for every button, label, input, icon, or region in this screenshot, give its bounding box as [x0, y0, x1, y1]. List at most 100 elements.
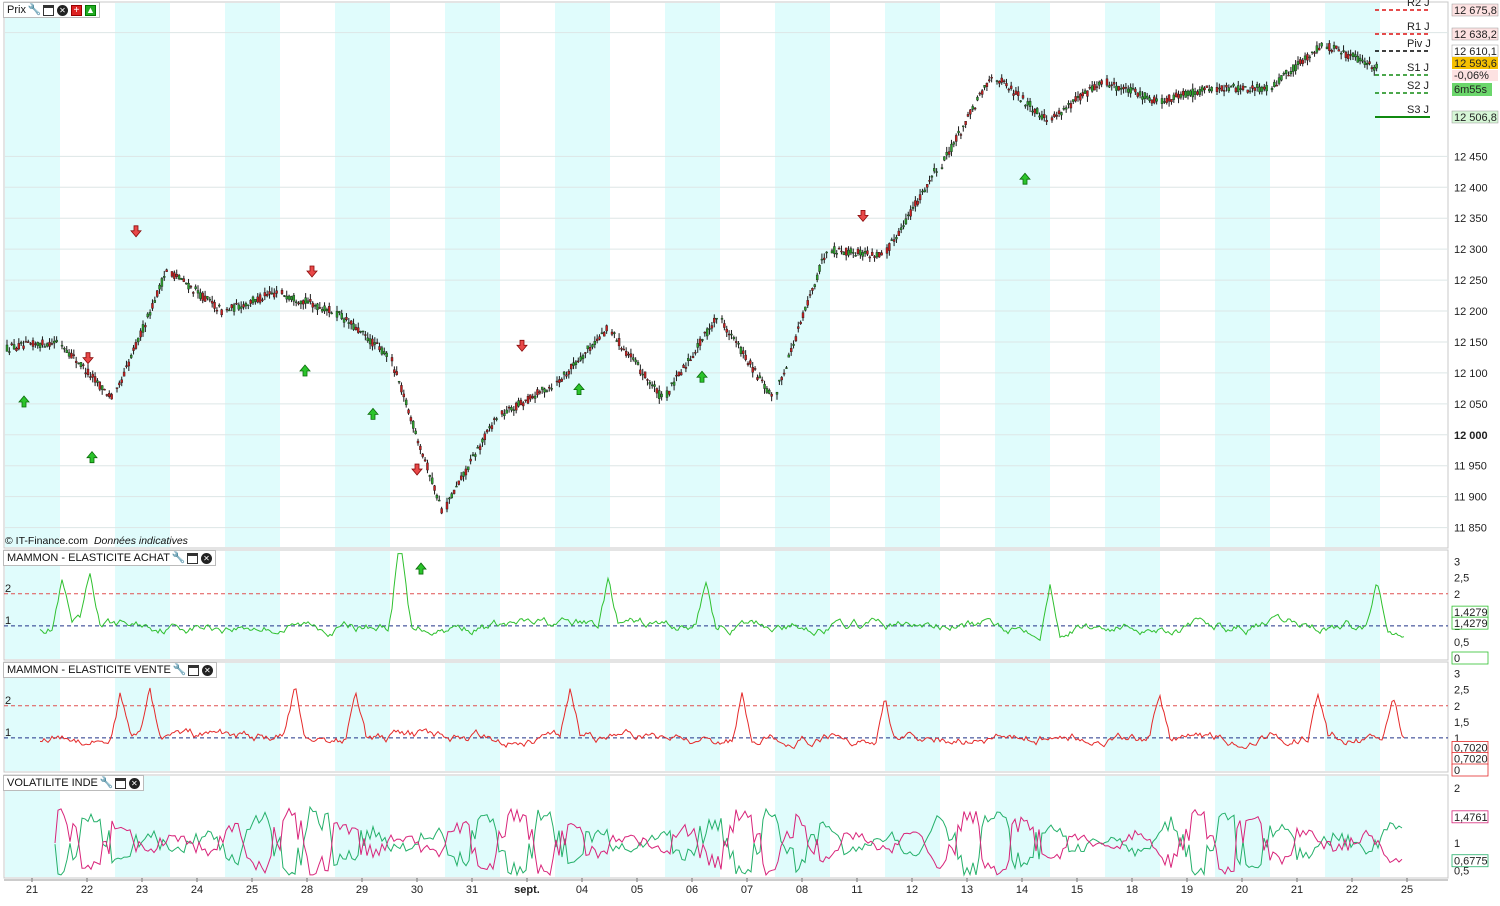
candle-body: [1072, 99, 1075, 102]
candle-body: [804, 306, 807, 311]
vol-y-tick-label: 1: [1454, 838, 1460, 850]
candle-body: [892, 239, 896, 242]
candle-body: [1258, 86, 1261, 93]
candle-body: [478, 445, 482, 450]
candle-body: [41, 339, 44, 346]
candle-body: [371, 338, 374, 347]
window-icon[interactable]: [186, 552, 198, 564]
candle-body: [574, 361, 578, 366]
wrench-icon[interactable]: 🔧: [27, 3, 42, 16]
candle-body: [67, 352, 71, 357]
candle-body: [206, 296, 209, 299]
candle-body: [705, 328, 709, 337]
candle-body: [170, 271, 174, 277]
close-icon[interactable]: ✕: [128, 777, 140, 789]
candle-body: [890, 239, 893, 241]
candle-body: [1117, 86, 1121, 91]
candle-body: [1227, 87, 1231, 92]
day-band: [1325, 776, 1380, 877]
candle-body: [808, 294, 812, 296]
candle-body: [1332, 44, 1336, 49]
candle-body: [624, 351, 628, 356]
wrench-icon[interactable]: 🔧: [171, 551, 186, 564]
candle-body: [737, 343, 740, 345]
candle-body: [538, 391, 542, 394]
day-band: [885, 663, 940, 771]
x-tick-label: 15: [1071, 884, 1083, 896]
candle-body: [435, 494, 439, 499]
candle-body: [945, 151, 948, 156]
candle-body: [1282, 73, 1286, 75]
buy-signal-arrow: [696, 370, 708, 383]
candle-body: [261, 299, 264, 301]
candle-body: [1031, 110, 1034, 113]
candle-body: [610, 331, 614, 335]
day-band: [1105, 551, 1160, 659]
candle-body: [1153, 96, 1156, 104]
price-y-tick-label: 12 050: [1454, 399, 1488, 411]
price-pane-title: Prix: [7, 4, 26, 16]
day-band: [995, 776, 1050, 877]
candle-body: [36, 342, 39, 346]
candle-body: [615, 340, 618, 342]
candle-body: [514, 402, 518, 411]
candle-body: [770, 393, 773, 397]
candle-body: [249, 300, 252, 304]
window-icon[interactable]: [187, 664, 199, 676]
candle-body: [1055, 114, 1058, 117]
price-level-tag: [1451, 27, 1499, 41]
candle-body: [108, 392, 111, 397]
add-icon[interactable]: +: [70, 4, 82, 16]
candle-body: [180, 278, 183, 280]
candle-body: [29, 343, 32, 345]
candle-body: [1313, 52, 1316, 54]
candle-body: [930, 175, 934, 178]
candle-body: [82, 364, 85, 366]
window-icon[interactable]: [42, 4, 54, 16]
candle-body: [995, 80, 999, 82]
price-pane-header: Prix 🔧 ✕ + ▲: [3, 2, 100, 18]
candle-body: [1287, 74, 1290, 77]
candle-body: [957, 130, 960, 134]
candle-body: [1205, 85, 1209, 88]
wrench-icon[interactable]: 🔧: [99, 776, 114, 789]
x-tick-label: 07: [741, 884, 753, 896]
candle-body: [1167, 94, 1171, 102]
candle-body: [613, 332, 616, 334]
candle-body: [1303, 55, 1307, 60]
close-icon[interactable]: ✕: [56, 4, 68, 16]
candle-body: [455, 485, 458, 488]
candle-body: [540, 386, 544, 390]
window-icon[interactable]: [114, 777, 126, 789]
candle-body: [928, 180, 931, 182]
candle-body: [412, 420, 415, 429]
candle-body: [751, 367, 754, 373]
wrench-icon[interactable]: 🔧: [172, 663, 187, 676]
up-arrow-icon[interactable]: ▲: [84, 4, 96, 16]
close-icon[interactable]: ✕: [200, 552, 212, 564]
day-band: [1325, 551, 1380, 659]
candle-body: [1363, 61, 1367, 65]
candle-body: [1053, 113, 1056, 117]
candle-body: [921, 190, 924, 193]
candle-body: [1265, 85, 1268, 92]
candle-body: [849, 248, 853, 254]
candle-body: [969, 109, 972, 115]
candle-body: [1083, 90, 1087, 94]
candle-body: [335, 310, 339, 318]
candle-body: [933, 168, 936, 172]
candle-body: [1067, 103, 1070, 105]
candle-body: [1079, 93, 1082, 101]
candle-body: [158, 284, 161, 290]
candle-body: [794, 336, 798, 342]
close-icon[interactable]: ✕: [201, 664, 213, 676]
day-band: [115, 551, 170, 659]
candle-body: [873, 256, 876, 258]
candle-body: [694, 352, 697, 354]
candle-body: [1325, 46, 1329, 49]
day-band: [5, 663, 60, 771]
candle-body: [79, 362, 83, 367]
candle-body: [962, 125, 965, 128]
candle-body: [636, 362, 640, 365]
candle-body: [1033, 108, 1037, 114]
